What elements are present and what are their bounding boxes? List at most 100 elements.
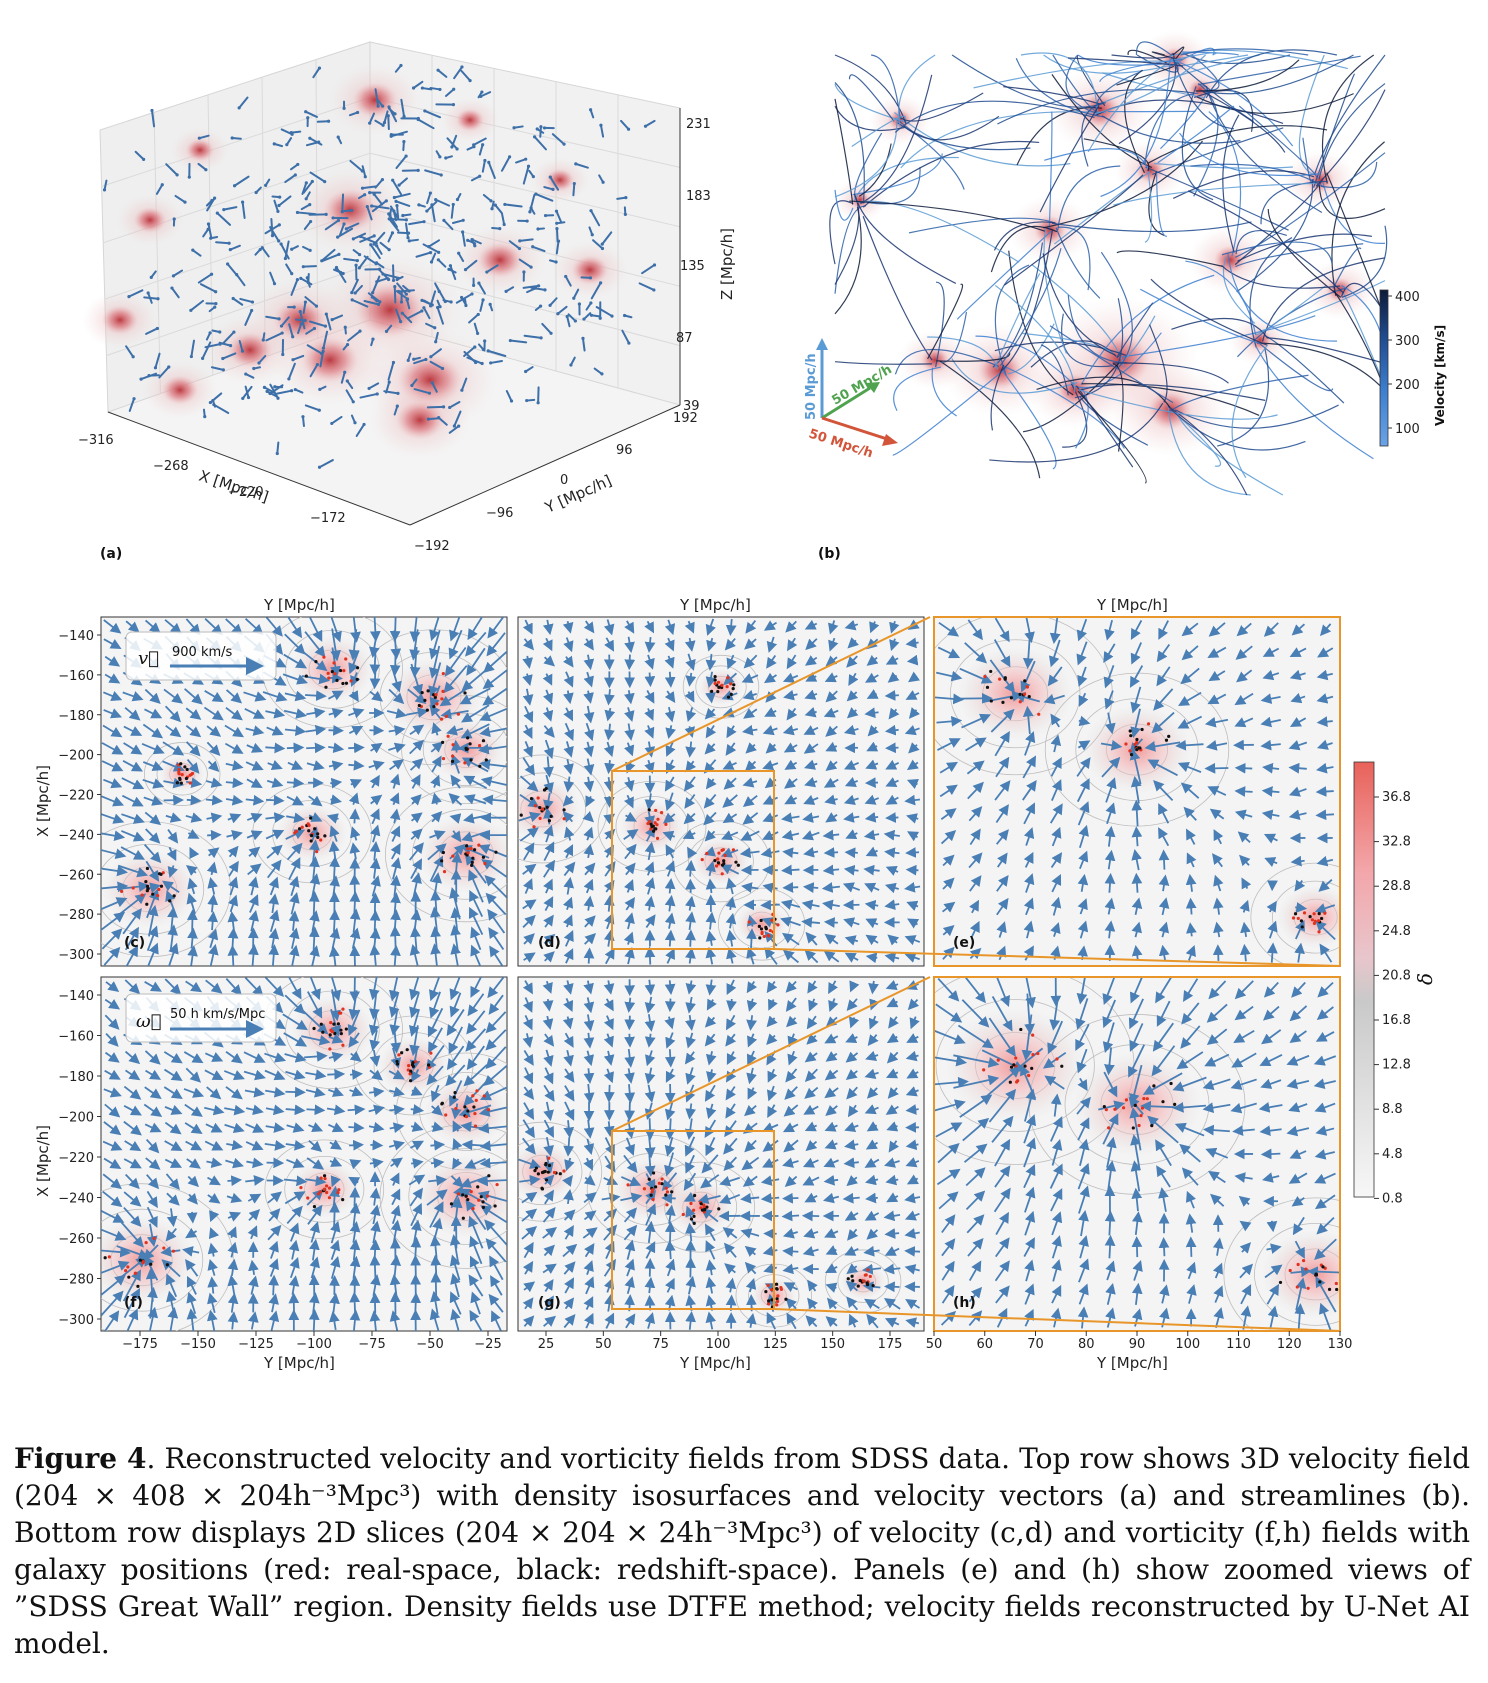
y-tick: −260 [58,1232,94,1247]
x-tick-labels: −175 −150 −125 −100 −75 −50 −25 25 50 75 100 125 150… [122,1331,1352,1352]
y-tick: −180 [58,1070,94,1085]
a-x-tick: −268 [153,459,189,474]
panel-h-label: (h) [953,1295,976,1311]
x-tick: −175 [122,1337,158,1352]
y-tick: −160 [58,669,94,684]
x-tick: −150 [180,1337,216,1352]
a-x-tick: −316 [78,433,114,448]
x-tick: −125 [238,1337,274,1352]
x-tick: 70 [1027,1337,1044,1352]
panel-e-velocity-zoom [933,616,1341,967]
b-colorbar-tick: 100 [1395,422,1420,437]
delta-colorbar-tick: 4.8 [1382,1147,1403,1162]
velocity-legend-symbol: v⃗ [138,648,159,669]
caption-figure-label: Figure 4 [14,1442,147,1475]
panel-a-x-ticks: −316 −268 −220 −172 [78,433,346,526]
y-tick: −260 [58,868,94,883]
x-tick: 50 [595,1337,612,1352]
x-tick: 100 [706,1337,731,1352]
bottom-axis-title-d: Y [Mpc/h] [679,1354,751,1372]
delta-colorbar-tick: 28.8 [1382,879,1411,894]
x-tick: 75 [652,1337,669,1352]
panel-d-label: (d) [538,935,561,951]
a-z-tick: 231 [686,117,711,132]
delta-colorbar [1353,761,1375,1198]
vorticity-legend-text: 50 h km/s/Mpc [170,1007,265,1022]
delta-colorbar-title: δ [1413,973,1437,985]
panel-c-label: (c) [124,935,145,951]
y-tick: −240 [58,1192,94,1207]
x-tick: 50 [926,1337,943,1352]
panel-g-label: (g) [538,1295,561,1311]
a-z-tick: 135 [680,259,705,274]
slice-grid-figure: Y [Mpc/h] Y [Mpc/h] Y [Mpc/h] X [Mpc/h] … [34,596,1437,1372]
x-tick: 120 [1277,1337,1302,1352]
y-tick: −200 [58,1111,94,1126]
top-axis-title-e: Y [Mpc/h] [1096,596,1168,614]
zoom-box-g [611,976,1341,1332]
a-z-tick: 39 [683,399,700,414]
b-colorbar-tick: 200 [1395,378,1420,393]
panel-b-streamlines [829,30,1388,496]
panel-d-velocity-slice [517,616,925,967]
panel-g-vorticity-slice [517,976,925,1332]
x-tick: 80 [1078,1337,1095,1352]
bottom-axis-title-e: Y [Mpc/h] [1096,1354,1168,1372]
y-tick: −140 [58,629,94,644]
bottom-axis-title-c: Y [Mpc/h] [263,1354,335,1372]
velocity-legend [125,631,277,681]
delta-colorbar-ticks: 36.8 32.8 28.8 24.8 20.8 16.8 12.8 8.8 4.8 0.8 [1374,790,1411,1206]
panel-a-label: (a) [100,546,122,562]
vorticity-legend [125,993,277,1043]
delta-colorbar-tick: 36.8 [1382,790,1411,805]
y-tick: −180 [58,709,94,724]
delta-colorbar-tick: 32.8 [1382,835,1411,850]
a-y-tick: 96 [616,443,633,458]
panel-f-vorticity-slice [100,976,508,1332]
b-colorbar-tick: 400 [1395,290,1420,305]
x-tick: −50 [416,1337,443,1352]
zoom-frame-e [933,616,1341,967]
y-axis-title-top: X [Mpc/h] [34,765,52,837]
panel-b-scale-axes [816,338,898,446]
top-axis-title-d: Y [Mpc/h] [679,596,751,614]
vorticity-legend-symbol: ω⃗ [136,1011,161,1032]
x-tick: 25 [538,1337,555,1352]
delta-colorbar-tick: 24.8 [1382,924,1411,939]
y-tick: −220 [58,789,94,804]
x-tick: 110 [1226,1337,1251,1352]
y-tick: −200 [58,749,94,764]
delta-colorbar-tick: 0.8 [1382,1191,1403,1206]
y-tick: −300 [58,1313,94,1328]
x-tick: 90 [1129,1337,1146,1352]
a-y-tick: −192 [414,539,450,554]
panel-b-label: (b) [818,546,841,562]
caption-text: . Reconstructed velocity and vorticity f… [14,1442,1470,1660]
x-tick: 60 [976,1337,993,1352]
top-row-figure: −316 −268 −220 −172 X [Mpc/h] −192 −96 0… [78,30,1447,562]
y-tick: −220 [58,1151,94,1166]
delta-colorbar-tick: 16.8 [1382,1013,1411,1028]
y-tick: −160 [58,1030,94,1045]
y-tick-labels: −140 −160 −180 −200 −220 −240 −260 −280 −300 −140… [58,629,101,1328]
b-velocity-colorbar [1379,289,1392,447]
x-tick: −75 [358,1337,385,1352]
x-tick: 175 [878,1337,903,1352]
delta-colorbar-tick: 12.8 [1382,1058,1411,1073]
y-tick: −240 [58,828,94,843]
panel-e-label: (e) [953,935,975,951]
y-tick: −140 [58,989,94,1004]
top-axis-title-c: Y [Mpc/h] [263,596,335,614]
delta-colorbar-tick: 8.8 [1382,1102,1403,1117]
figure-caption: Figure 4. Reconstructed velocity and vor… [14,1440,1470,1662]
velocity-legend-text: 900 km/s [172,645,233,660]
y-tick: −300 [58,948,94,963]
x-tick: −25 [474,1337,501,1352]
y-tick: −280 [58,1273,94,1288]
a-y-tick: −96 [486,506,513,521]
a-z-axis-title: Z [Mpc/h] [718,228,736,300]
x-tick: −100 [296,1337,332,1352]
x-tick: 150 [820,1337,845,1352]
x-tick: 100 [1175,1337,1200,1352]
b-scale-y-label: 50 Mpc/h [804,353,819,420]
